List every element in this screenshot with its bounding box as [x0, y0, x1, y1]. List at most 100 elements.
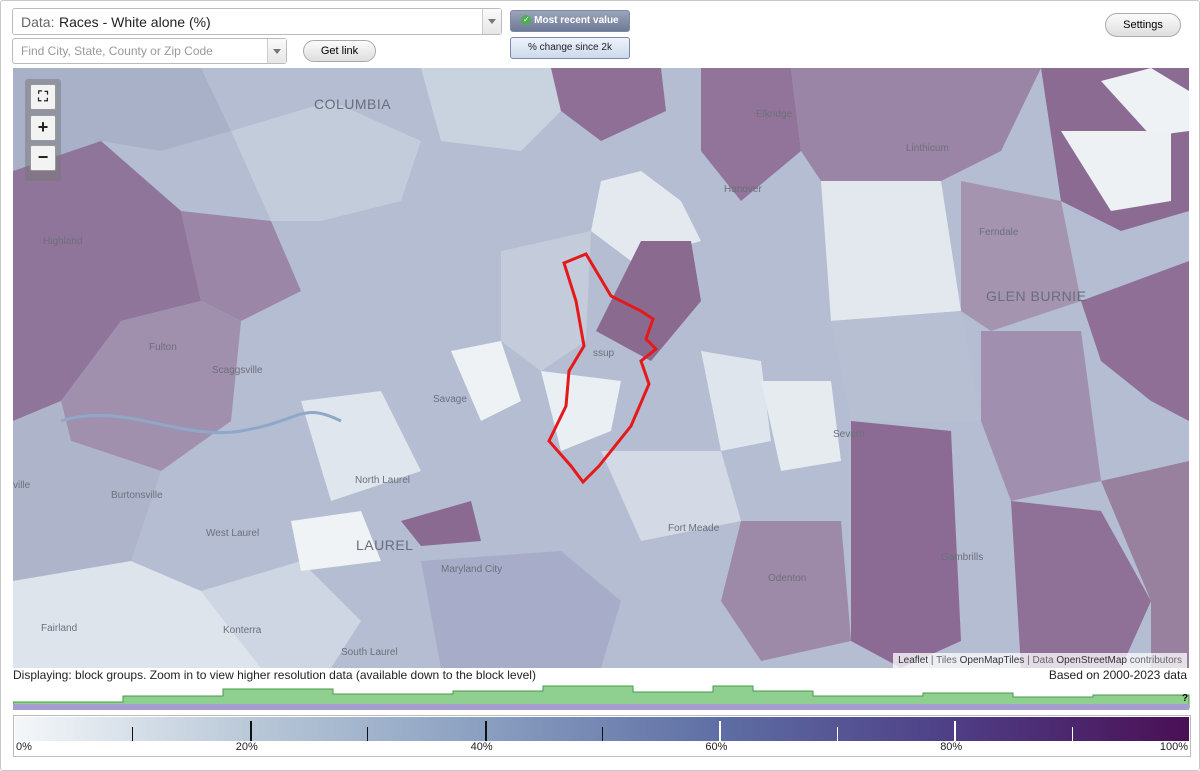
- get-link-button[interactable]: Get link: [303, 40, 376, 62]
- region: [201, 561, 361, 668]
- place-label: ville: [13, 480, 31, 491]
- check-icon: ✓: [521, 15, 532, 26]
- region: [421, 68, 561, 151]
- data-value: Races - White alone (%): [59, 14, 211, 30]
- attribution: Leaflet | Tiles OpenMapTiles | Data Open…: [893, 653, 1187, 668]
- region: [291, 511, 381, 571]
- place-label: Fulton: [149, 342, 177, 353]
- legend-label: 100%: [1159, 741, 1188, 753]
- region: [541, 371, 621, 451]
- status-text: Displaying: block groups. Zoom in to vie…: [13, 668, 536, 682]
- place-label: Severn: [833, 429, 865, 440]
- help-mark[interactable]: ?: [1182, 693, 1188, 704]
- region: [981, 331, 1101, 501]
- region: [601, 451, 741, 541]
- region: [13, 561, 261, 668]
- legend-label: 80%: [940, 741, 963, 753]
- region: [61, 301, 241, 471]
- attribution-leaflet[interactable]: Leaflet: [898, 655, 929, 666]
- search-placeholder: Find City, State, County or Zip Code: [21, 44, 213, 58]
- legend-label: 0%: [16, 741, 32, 753]
- search-arrow: [267, 39, 286, 63]
- legend-box: 0% 20% 40% 60% 80% 100%: [13, 715, 1191, 757]
- region: [13, 401, 161, 581]
- river: [60, 410, 342, 435]
- map-regions: [13, 68, 1189, 668]
- region: [761, 381, 841, 471]
- place-label: Highland: [43, 236, 82, 247]
- attribution-osm[interactable]: OpenStreetMap: [1056, 655, 1127, 666]
- legend-tick: [836, 727, 838, 741]
- histogram-area: [13, 685, 1190, 709]
- region: [821, 181, 961, 321]
- place-label: Scaggsville: [212, 365, 263, 376]
- region: [231, 101, 421, 221]
- region: [1101, 68, 1189, 136]
- place-label: North Laurel: [355, 475, 410, 486]
- attribution-tiles: Tiles: [936, 655, 957, 666]
- place-label: Ferndale: [979, 227, 1019, 238]
- region: [501, 231, 591, 371]
- place-label: Maryland City: [441, 564, 502, 575]
- legend-label: 20%: [235, 741, 258, 753]
- region: [421, 551, 621, 668]
- place-label: Fort Meade: [668, 523, 720, 534]
- legend-label: 60%: [705, 741, 728, 753]
- data-dropdown[interactable]: Data: Races - White alone (%): [12, 8, 502, 35]
- region: [591, 171, 701, 261]
- region: [851, 421, 961, 668]
- place-label: Fairland: [41, 623, 77, 634]
- region: [301, 391, 421, 501]
- legend-tick: [249, 721, 252, 741]
- histogram: ?: [13, 685, 1190, 710]
- place-label: Hanover: [724, 184, 762, 195]
- attribution-contrib: contributors: [1129, 655, 1182, 666]
- place-label: GLEN BURNIE: [986, 288, 1086, 304]
- histogram-band: [13, 704, 1189, 710]
- legend-tick: [954, 721, 957, 741]
- region: [961, 181, 1081, 331]
- place-label: Savage: [433, 394, 467, 405]
- most-recent-label: Most recent value: [534, 15, 619, 26]
- place-label: ssup: [593, 348, 615, 359]
- map[interactable]: COLUMBIA Elkridge Linthicum Hanover High…: [13, 68, 1189, 668]
- place-label: Gambrills: [941, 552, 983, 563]
- legend-label: 40%: [470, 741, 493, 753]
- place-label: LAUREL: [356, 537, 413, 553]
- fullscreen-button[interactable]: ⛶: [30, 84, 56, 110]
- dropdown-arrow: [482, 9, 501, 34]
- map-labels: COLUMBIA Elkridge Linthicum Hanover High…: [13, 96, 1086, 658]
- place-label: Odenton: [768, 573, 806, 584]
- region: [701, 351, 771, 451]
- place-label: Burtonsville: [111, 490, 163, 501]
- region: [1101, 461, 1189, 668]
- attribution-tiles-link[interactable]: OpenMapTiles: [959, 655, 1025, 666]
- region: [831, 311, 981, 421]
- selected-boundary[interactable]: [547, 252, 659, 485]
- place-label: COLUMBIA: [314, 96, 391, 112]
- legend-tick: [484, 721, 487, 741]
- legend-tick: [132, 727, 134, 741]
- legend-tick: [719, 721, 722, 741]
- data-range: Based on 2000-2023 data: [1048, 668, 1187, 682]
- data-prefix: Data:: [21, 14, 55, 30]
- region: [401, 501, 481, 546]
- region: [13, 141, 201, 421]
- search-box[interactable]: Find City, State, County or Zip Code: [12, 38, 287, 64]
- region: [721, 521, 851, 661]
- region: [791, 68, 1041, 181]
- change-toggle[interactable]: % change since 2k: [510, 37, 630, 59]
- place-label: Elkridge: [756, 109, 793, 120]
- zoom-out-button[interactable]: −: [30, 145, 56, 171]
- region: [1061, 131, 1171, 211]
- place-label: Linthicum: [906, 143, 949, 154]
- legend-tick: [367, 727, 369, 741]
- place-label: Konterra: [223, 625, 262, 636]
- most-recent-toggle[interactable]: ✓ Most recent value: [510, 10, 630, 32]
- region: [701, 68, 801, 201]
- legend-tick: [1071, 727, 1073, 741]
- zoom-in-button[interactable]: +: [30, 115, 56, 141]
- settings-button[interactable]: Settings: [1105, 13, 1181, 37]
- region: [1011, 501, 1151, 668]
